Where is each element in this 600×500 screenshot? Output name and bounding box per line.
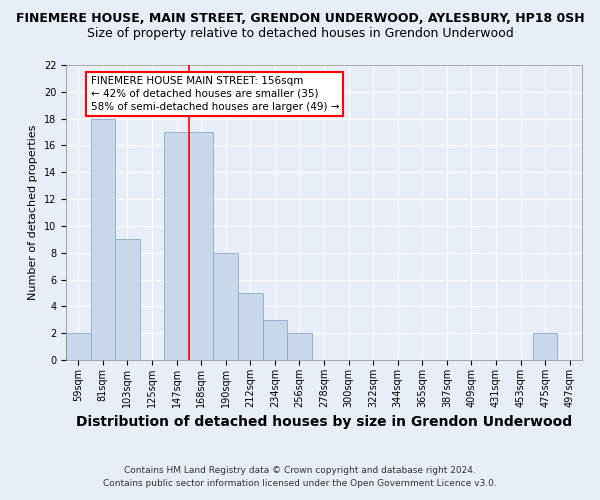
Bar xyxy=(263,320,287,360)
Text: Contains HM Land Registry data © Crown copyright and database right 2024.
Contai: Contains HM Land Registry data © Crown c… xyxy=(103,466,497,487)
Bar xyxy=(189,132,214,360)
Text: Size of property relative to detached houses in Grendon Underwood: Size of property relative to detached ho… xyxy=(86,28,514,40)
X-axis label: Distribution of detached houses by size in Grendon Underwood: Distribution of detached houses by size … xyxy=(76,416,572,430)
Bar xyxy=(533,333,557,360)
Bar xyxy=(214,252,238,360)
Bar xyxy=(66,333,91,360)
Text: FINEMERE HOUSE MAIN STREET: 156sqm
← 42% of detached houses are smaller (35)
58%: FINEMERE HOUSE MAIN STREET: 156sqm ← 42%… xyxy=(91,76,339,112)
Bar xyxy=(164,132,189,360)
Bar xyxy=(91,118,115,360)
Text: FINEMERE HOUSE, MAIN STREET, GRENDON UNDERWOOD, AYLESBURY, HP18 0SH: FINEMERE HOUSE, MAIN STREET, GRENDON UND… xyxy=(16,12,584,26)
Bar xyxy=(287,333,312,360)
Bar xyxy=(115,240,140,360)
Y-axis label: Number of detached properties: Number of detached properties xyxy=(28,125,38,300)
Bar xyxy=(238,293,263,360)
